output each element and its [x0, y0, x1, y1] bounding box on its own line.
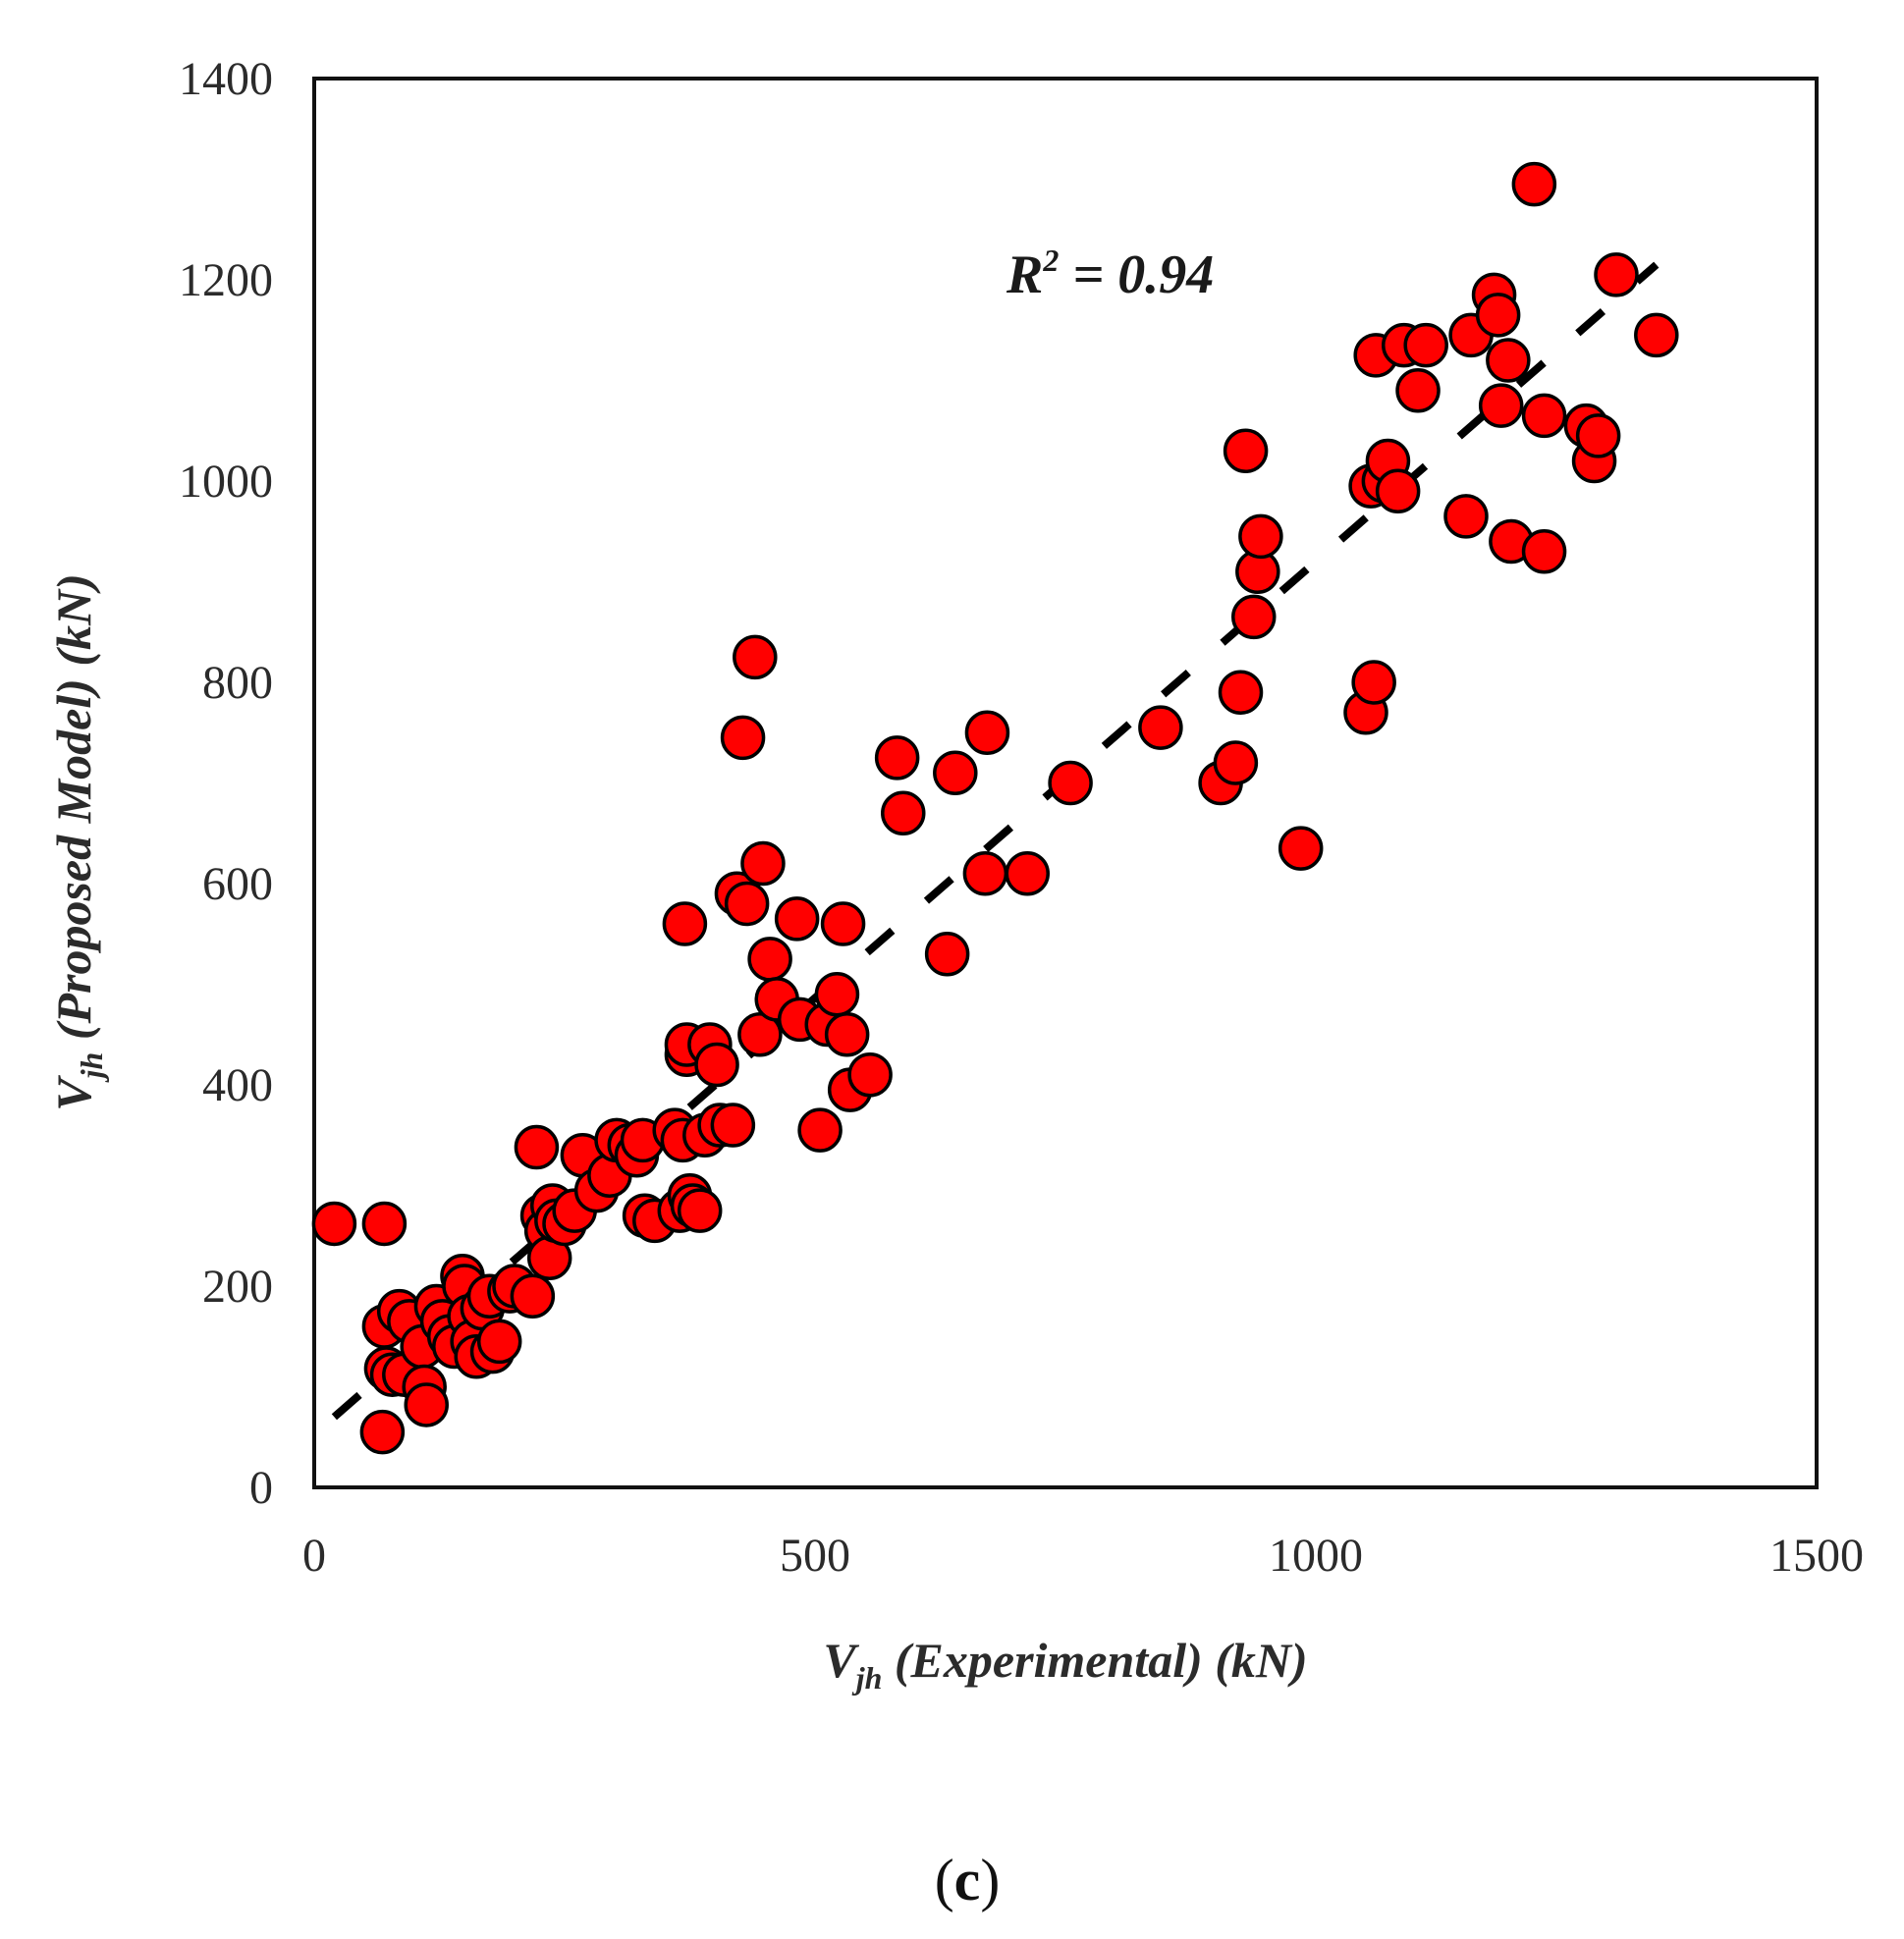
- data-point: [924, 932, 970, 977]
- data-point: [510, 1273, 556, 1319]
- x-tick-label: 0: [302, 1530, 326, 1582]
- data-point: [814, 972, 860, 1017]
- y-tick-label: 0: [249, 1462, 273, 1514]
- data-point: [1403, 322, 1448, 368]
- data-point: [1575, 413, 1621, 458]
- data-point: [774, 896, 820, 942]
- data-point: [747, 937, 792, 982]
- data-point: [1213, 740, 1259, 785]
- data-point: [1634, 312, 1679, 358]
- y-tick-label: 1000: [179, 456, 273, 508]
- y-tick-label: 200: [202, 1261, 273, 1313]
- data-point: [1231, 594, 1277, 640]
- y-axis-title: Vjh (Proposed Model) (kN): [46, 573, 109, 1110]
- data-point: [311, 1201, 357, 1247]
- y-tick-label: 1200: [179, 254, 273, 306]
- y-tick-label: 600: [202, 858, 273, 910]
- data-point: [1278, 826, 1324, 871]
- data-point: [1005, 851, 1050, 896]
- data-point: [677, 1188, 723, 1233]
- data-point: [820, 901, 866, 946]
- data-point: [359, 1409, 406, 1455]
- data-point: [874, 735, 920, 781]
- r-squared-annotation: R2 = 0.94: [1006, 242, 1214, 305]
- data-point: [1138, 705, 1183, 750]
- data-point: [740, 840, 786, 887]
- trendline-layer: [331, 261, 1659, 1421]
- data-point: [476, 1319, 522, 1365]
- data-point: [720, 715, 766, 761]
- data-point: [514, 1124, 560, 1170]
- data-point: [662, 901, 708, 946]
- data-point: [733, 634, 778, 680]
- data-point: [1375, 468, 1421, 513]
- data-point: [710, 1103, 756, 1148]
- data-point: [737, 1012, 783, 1057]
- data-point: [1395, 368, 1441, 413]
- panel-label: (c): [935, 1848, 1001, 1912]
- trendline: [331, 261, 1659, 1421]
- y-tick-label: 400: [202, 1059, 273, 1111]
- data-point: [797, 1107, 843, 1153]
- data-point: [1486, 338, 1531, 383]
- data-point: [1511, 161, 1557, 207]
- data-point: [1223, 428, 1269, 473]
- data-point: [361, 1201, 408, 1247]
- data-point: [964, 710, 1010, 755]
- y-tick-label: 800: [202, 657, 273, 709]
- x-tick-labels: 0 500 1000 1500: [302, 1530, 1864, 1582]
- data-point: [962, 851, 1008, 896]
- data-point: [1594, 252, 1639, 297]
- x-axis-title: Vjh (Experimental) (kN): [823, 1633, 1307, 1696]
- data-point: [404, 1382, 449, 1427]
- data-point: [724, 881, 770, 927]
- data-point: [1238, 513, 1283, 560]
- data-point: [824, 1012, 870, 1057]
- data-point: [1475, 293, 1521, 338]
- data-point: [1351, 660, 1396, 705]
- data-point: [1218, 670, 1264, 715]
- data-point: [1521, 393, 1567, 439]
- data-points-layer: [311, 161, 1679, 1455]
- data-point: [1048, 760, 1093, 806]
- data-point: [933, 750, 978, 795]
- y-tick-label: 1400: [179, 53, 273, 105]
- data-point: [694, 1042, 739, 1088]
- data-point: [1478, 383, 1524, 428]
- data-point: [847, 1052, 893, 1098]
- data-point: [881, 790, 926, 835]
- x-tick-label: 1000: [1269, 1530, 1363, 1582]
- y-tick-labels: 0 200 400 600 800 1000 1200 1400: [179, 53, 273, 1514]
- data-point: [1521, 529, 1567, 574]
- data-point: [1443, 494, 1489, 539]
- x-tick-label: 1500: [1769, 1530, 1864, 1582]
- x-tick-label: 500: [780, 1530, 850, 1582]
